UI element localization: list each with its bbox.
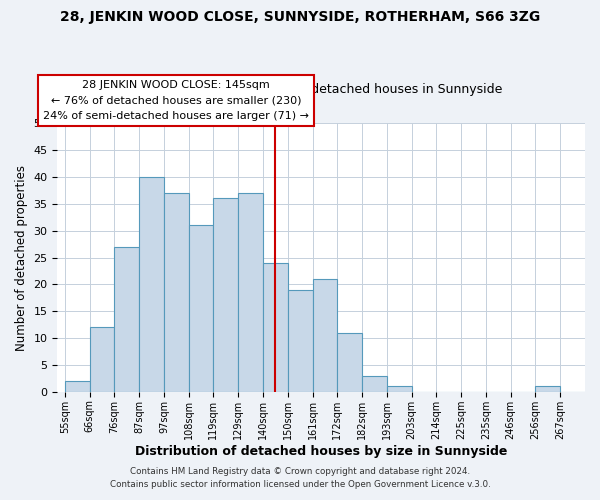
Bar <box>188 226 214 392</box>
Bar <box>535 386 560 392</box>
Bar <box>65 381 89 392</box>
Title: Size of property relative to detached houses in Sunnyside: Size of property relative to detached ho… <box>140 82 502 96</box>
Bar <box>337 332 362 392</box>
Bar <box>139 177 164 392</box>
Text: 28 JENKIN WOOD CLOSE: 145sqm
← 76% of detached houses are smaller (230)
24% of s: 28 JENKIN WOOD CLOSE: 145sqm ← 76% of de… <box>43 80 309 120</box>
Text: Contains HM Land Registry data © Crown copyright and database right 2024.
Contai: Contains HM Land Registry data © Crown c… <box>110 468 490 489</box>
Bar <box>214 198 238 392</box>
Bar <box>362 376 387 392</box>
Bar <box>238 193 263 392</box>
X-axis label: Distribution of detached houses by size in Sunnyside: Distribution of detached houses by size … <box>135 444 508 458</box>
Y-axis label: Number of detached properties: Number of detached properties <box>15 164 28 350</box>
Bar <box>89 328 115 392</box>
Bar <box>387 386 412 392</box>
Text: 28, JENKIN WOOD CLOSE, SUNNYSIDE, ROTHERHAM, S66 3ZG: 28, JENKIN WOOD CLOSE, SUNNYSIDE, ROTHER… <box>60 10 540 24</box>
Bar <box>263 263 288 392</box>
Bar <box>288 290 313 392</box>
Bar <box>313 279 337 392</box>
Bar <box>115 247 139 392</box>
Bar <box>164 193 188 392</box>
